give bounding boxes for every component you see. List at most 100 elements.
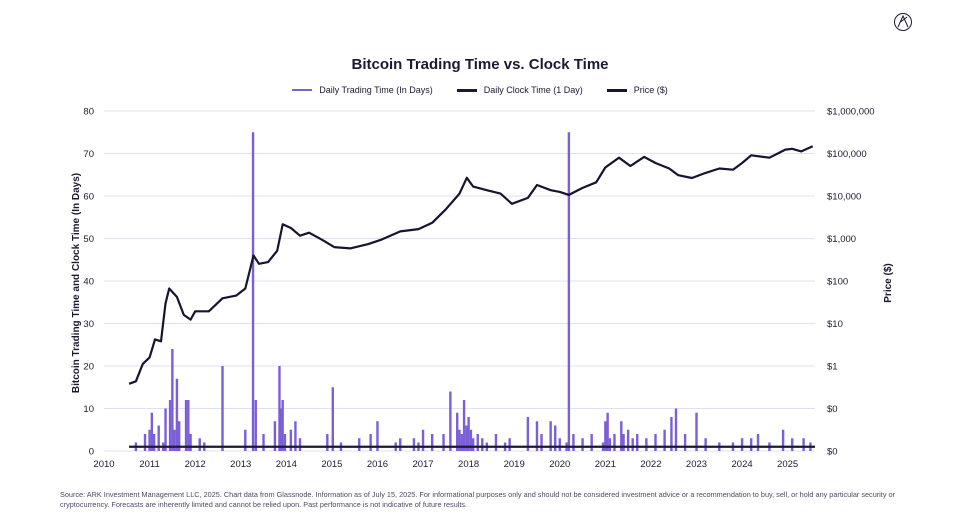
y2-tick-label: $100 xyxy=(827,277,848,288)
x-tick-label: 2011 xyxy=(139,459,159,470)
legend-label-trading: Daily Trading Time (In Days) xyxy=(319,85,433,95)
y-tick-label: 80 xyxy=(83,107,94,118)
trading-time-bar xyxy=(481,438,484,451)
chart-legend: Daily Trading Time (In Days) Daily Clock… xyxy=(0,85,960,95)
trading-time-bar xyxy=(494,434,498,451)
trading-time-bar xyxy=(369,434,372,451)
trading-time-bar xyxy=(184,400,188,451)
y-axis-ticks: 0 10 20 30 40 50 60 70 80 xyxy=(83,107,94,458)
trading-time-bar xyxy=(168,400,172,451)
trading-time-bar xyxy=(442,434,445,451)
y2-tick-label: $1,000 xyxy=(827,234,856,245)
legend-item-trading: Daily Trading Time (In Days) xyxy=(292,85,433,95)
legend-label-clock: Daily Clock Time (1 Day) xyxy=(483,85,583,95)
trading-time-bar xyxy=(326,434,329,451)
trading-time-bar xyxy=(608,438,612,451)
trading-time-bar xyxy=(283,434,287,451)
trading-time-bar xyxy=(620,421,623,451)
price-line xyxy=(128,145,814,385)
trading-time-bar xyxy=(164,408,167,451)
trading-time-bar xyxy=(606,412,609,451)
trading-time-bar xyxy=(613,434,616,451)
trading-time-bar xyxy=(558,438,561,451)
y-tick-label: 70 xyxy=(83,149,94,160)
trading-time-bar xyxy=(683,434,687,451)
trading-time-bar xyxy=(645,438,648,451)
trading-time-bar xyxy=(458,429,461,451)
trading-time-bar xyxy=(581,438,584,451)
x-tick-label: 2014 xyxy=(276,459,297,470)
trading-time-bar xyxy=(674,408,678,451)
trading-time-bar xyxy=(171,349,174,451)
x-tick-label: 2023 xyxy=(686,459,707,470)
trading-time-bar xyxy=(244,429,247,451)
trading-time-bar xyxy=(178,421,181,451)
trading-time-bar xyxy=(740,438,744,451)
trading-time-bar xyxy=(273,421,277,451)
trading-time-bar xyxy=(150,412,154,451)
y2-tick-label: $1 xyxy=(827,362,838,373)
trading-time-bar xyxy=(298,438,302,451)
legend-swatch-trading xyxy=(292,89,313,91)
y2-tick-label: $0 xyxy=(827,404,838,415)
y2-axis-label: Price ($) xyxy=(883,263,894,302)
y2-tick-label: $10 xyxy=(827,319,843,330)
trading-time-bar xyxy=(476,434,479,451)
y-tick-label: 30 xyxy=(83,319,94,330)
trading-time-bar xyxy=(626,429,630,451)
trading-time-bar xyxy=(173,429,176,451)
trading-time-bars xyxy=(134,132,812,451)
trading-time-bar xyxy=(251,132,255,451)
trading-time-bar xyxy=(157,425,160,451)
trading-time-bar xyxy=(567,132,571,451)
x-axis-ticks: 2010 2011 2012 2013 2014 2015 2016 2017 2018 2019… xyxy=(93,459,798,470)
legend-swatch-price xyxy=(606,88,627,92)
y2-tick-label: $10,000 xyxy=(827,192,861,203)
trading-time-bar xyxy=(749,438,753,451)
trading-time-bar xyxy=(399,438,402,451)
trading-time-bar xyxy=(289,429,293,451)
trading-time-bar xyxy=(331,387,334,451)
trading-time-bar xyxy=(526,417,530,451)
trading-time-bar xyxy=(670,417,673,451)
trading-time-bar xyxy=(471,438,475,451)
trading-time-bar xyxy=(636,434,639,451)
trading-time-bar xyxy=(465,425,468,451)
x-tick-label: 2016 xyxy=(367,459,388,470)
trading-time-bar xyxy=(622,434,625,451)
y-tick-label: 20 xyxy=(83,362,94,373)
legend-label-price: Price ($) xyxy=(633,85,668,95)
x-tick-label: 2022 xyxy=(640,459,661,470)
trading-time-bar xyxy=(281,400,284,451)
x-tick-label: 2025 xyxy=(777,459,798,470)
y-tick-label: 60 xyxy=(83,192,94,203)
x-tick-label: 2024 xyxy=(732,459,753,470)
trading-time-bar xyxy=(467,417,470,451)
price-line xyxy=(128,145,814,385)
trading-time-bar xyxy=(456,412,459,451)
trading-time-bar xyxy=(704,438,707,451)
x-tick-label: 2012 xyxy=(185,459,206,470)
trading-time-bar xyxy=(187,400,190,451)
trading-time-bar xyxy=(802,438,805,451)
x-tick-label: 2019 xyxy=(504,459,525,470)
trading-time-bar xyxy=(654,434,657,451)
y-tick-label: 40 xyxy=(83,277,94,288)
trading-time-bar xyxy=(535,421,539,451)
trading-time-bar xyxy=(695,412,698,451)
trading-time-bar xyxy=(279,408,283,451)
y2-tick-label: $100,000 xyxy=(827,149,867,160)
trading-time-bar xyxy=(469,429,473,451)
gridlines xyxy=(104,110,815,452)
x-tick-label: 2013 xyxy=(230,459,251,470)
y-tick-label: 0 xyxy=(89,447,94,458)
source-footnote: Source: ARK Investment Management LLC, 2… xyxy=(60,490,895,509)
trading-time-bar xyxy=(294,421,297,451)
ark-logo-icon xyxy=(894,13,912,31)
trading-time-bar xyxy=(781,429,785,451)
trading-time-bar xyxy=(189,434,192,451)
y-tick-label: 10 xyxy=(83,404,94,415)
trading-time-bar xyxy=(462,400,466,451)
trading-time-bar xyxy=(540,434,543,451)
